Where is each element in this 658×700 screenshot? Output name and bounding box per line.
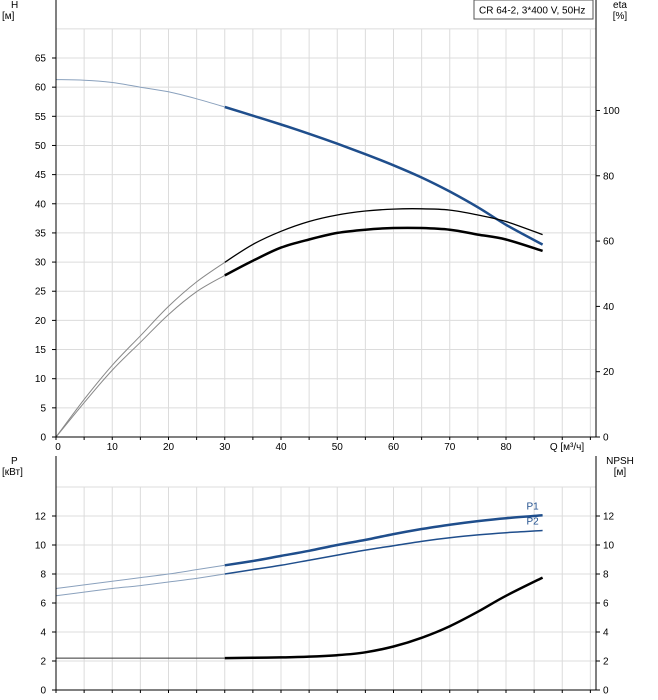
- right-tick-label: 2: [603, 657, 609, 668]
- x-tick-label: 10: [107, 442, 119, 453]
- left-tick-label: 2: [40, 657, 46, 668]
- top-chart: 0 5 10 15 20 25 30 35 40 45 50 55 60 65 0 20 40 60 80 100 0 1…: [2, 0, 627, 453]
- right-tick-label: 6: [603, 599, 609, 610]
- series-line-extrapolated: [55, 261, 226, 438]
- series-line: [224, 576, 544, 660]
- left-tick-label: 30: [35, 258, 47, 269]
- left-tick-label: 12: [35, 512, 47, 523]
- left-axis-unit: [м]: [2, 11, 15, 22]
- right-axis-unit: [%]: [613, 11, 628, 22]
- right-tick-label: 20: [603, 367, 615, 378]
- series-line: [224, 529, 543, 575]
- right-axis-title: eta: [613, 0, 627, 11]
- right-tick-label: 4: [603, 628, 609, 639]
- x-axis-label: Q [м³/ч]: [550, 442, 585, 453]
- left-axis-unit: [кВт]: [2, 467, 23, 478]
- top-grid: [55, 28, 596, 438]
- right-tick-label: 40: [603, 302, 615, 313]
- series-line-extrapolated: [55, 573, 225, 597]
- left-tick-label: 65: [35, 54, 47, 65]
- series-line-extrapolated: [55, 274, 226, 438]
- x-tick-label: 60: [388, 442, 400, 453]
- series-label: P2: [526, 517, 539, 528]
- left-tick-label: 45: [35, 170, 47, 181]
- left-tick-label: 35: [35, 228, 47, 239]
- series-label: P1: [526, 501, 539, 512]
- legend-box-frame: [473, 0, 594, 20]
- x-tick-label: 40: [275, 442, 287, 453]
- left-tick-label: 15: [35, 345, 47, 356]
- series-line: [224, 226, 543, 277]
- left-tick-label: 0: [40, 686, 46, 697]
- x-tick-label: 70: [444, 442, 456, 453]
- left-tick-label: 55: [35, 112, 47, 123]
- left-tick-label: 10: [35, 374, 47, 385]
- top-series: [55, 79, 544, 438]
- bottom-grid: [55, 486, 596, 691]
- right-tick-label: 60: [603, 237, 615, 248]
- right-axis-title: NPSH: [606, 456, 634, 467]
- left-tick-label: 25: [35, 287, 47, 298]
- left-tick-label: 40: [35, 199, 47, 210]
- left-axis-title: H: [11, 0, 18, 11]
- x-tick-label: 0: [55, 442, 61, 453]
- series-line-extrapolated: [55, 564, 225, 589]
- left-tick-label: 5: [40, 403, 46, 414]
- right-tick-label: 100: [603, 106, 620, 117]
- bottom-axes: 0 2 4 6 8 10 12 0 2 4 6 8 10 12 P[кВт] NPSH[м]: [2, 456, 634, 697]
- left-axis-title: P: [11, 456, 18, 467]
- right-tick-label: 80: [603, 171, 615, 182]
- left-tick-label: 60: [35, 83, 47, 94]
- top-axes: 0 5 10 15 20 25 30 35 40 45 50 55 60 65 0 20 40 60 80 100 0 1…: [2, 0, 627, 453]
- x-tick-label: 30: [219, 442, 231, 453]
- right-tick-label: 10: [603, 541, 615, 552]
- x-tick-label: 80: [500, 442, 512, 453]
- right-tick-label: 0: [603, 433, 609, 444]
- left-tick-label: 50: [35, 141, 47, 152]
- right-tick-label: 12: [603, 512, 615, 523]
- left-tick-label: 8: [40, 570, 46, 581]
- series-line: [224, 105, 544, 246]
- right-axis-unit: [м]: [614, 467, 627, 478]
- x-tick-label: 20: [163, 442, 175, 453]
- x-tick-label: 50: [332, 442, 344, 453]
- series-line: [224, 514, 543, 567]
- left-tick-label: 6: [40, 599, 46, 610]
- left-tick-label: 0: [40, 433, 46, 444]
- left-tick-label: 10: [35, 541, 47, 552]
- left-tick-label: 20: [35, 316, 47, 327]
- right-tick-label: 0: [603, 686, 609, 697]
- left-tick-label: 4: [40, 628, 46, 639]
- series-line: [224, 208, 543, 263]
- legend-box: CR 64-2, 3*400 V, 50Hz: [473, 0, 594, 20]
- right-tick-label: 8: [603, 570, 609, 581]
- series-line-extrapolated: [55, 79, 225, 108]
- legend-box-text: CR 64-2, 3*400 V, 50Hz: [479, 6, 585, 17]
